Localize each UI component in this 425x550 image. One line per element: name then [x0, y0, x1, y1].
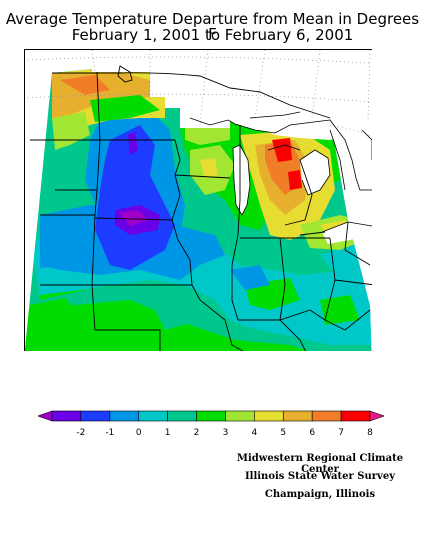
legend-swatch	[340, 410, 371, 422]
color-scale-bar	[38, 410, 384, 422]
legend-label: -2	[76, 428, 85, 438]
legend-label: 0	[136, 428, 142, 438]
legend-arrow-high	[369, 410, 384, 422]
legend-label: -1	[105, 428, 114, 438]
legend-swatch	[51, 410, 82, 422]
legend-swatch	[167, 410, 197, 422]
map-border	[24, 49, 372, 351]
legend-label: 3	[223, 428, 229, 438]
legend-swatch	[311, 410, 342, 422]
legend-arrow-low	[38, 410, 53, 422]
political-boundaries	[30, 65, 372, 351]
legend-label: 5	[280, 428, 286, 438]
legend-label: 4	[251, 428, 257, 438]
lake-shorelines	[189, 111, 372, 233]
legend-label: 1	[165, 428, 171, 438]
legend-swatch	[254, 410, 284, 422]
legend-label: 6	[309, 428, 315, 438]
credit-line-3: Champaign, Illinois	[264, 489, 376, 500]
legend-swatch	[196, 410, 226, 422]
map-title-line-2: February 1, 2001 to February 6, 2001	[71, 26, 354, 44]
legend-label: 2	[194, 428, 200, 438]
map-title-line-1: Average Temperature Departure from Mean …	[5, 10, 420, 43]
legend-swatch	[225, 410, 255, 422]
legend-swatch	[138, 410, 168, 422]
temperature-departure-map	[24, 49, 372, 351]
legend-swatch	[80, 410, 111, 422]
color-scale-labels: -2-10123456789	[76, 428, 373, 438]
color-scale-legend: -2-10123456789	[38, 410, 384, 438]
legend-label: 7	[338, 428, 344, 438]
legend-swatch	[282, 410, 313, 422]
graticule	[24, 49, 372, 137]
credit-line-1: Midwestern Regional Climate Center	[236, 453, 404, 475]
credit-line-2: Illinois State Water Survey	[244, 471, 396, 482]
legend-label: 8	[367, 428, 373, 438]
legend-swatch	[109, 410, 140, 422]
